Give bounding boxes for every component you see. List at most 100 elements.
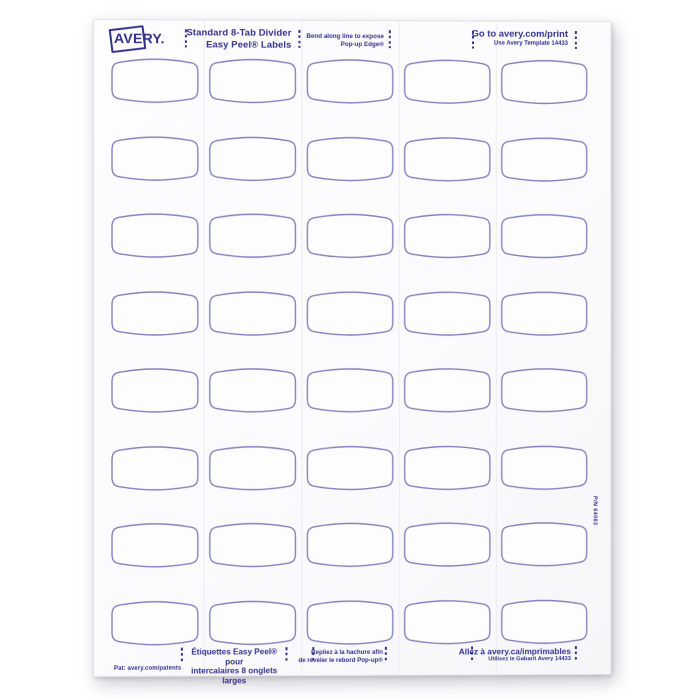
label-outline-icon <box>306 367 393 414</box>
label-outline-icon <box>209 291 297 336</box>
header-web-line2: Use Avery Template 14433 <box>494 40 568 47</box>
perforation-dash-icon <box>298 29 301 48</box>
label-outline-icon <box>404 444 491 491</box>
label-sheet: AVERY. Standard 8-Tab Divider Easy Peel®… <box>93 19 612 685</box>
label-cutout <box>111 599 199 646</box>
label-cutout <box>404 135 491 182</box>
label-outline-icon <box>501 444 588 491</box>
label-outline-icon <box>404 367 491 414</box>
footer-web-info-fr: Allez à avery.ca/imprimables Utilisez le… <box>459 646 571 663</box>
label-cutout <box>501 213 588 260</box>
label-outline-icon <box>209 136 297 181</box>
label-cutout <box>404 58 491 105</box>
footer-web-fr-line2: Utilisez le Gabarit Avery 14433 <box>488 656 571 663</box>
label-outline-icon <box>209 599 297 646</box>
perforation-dash-icon <box>574 646 577 661</box>
footer-bend-fr-line1: Repliez à la hachure afin <box>311 648 383 657</box>
label-outline-icon <box>111 446 199 491</box>
label-outline-icon <box>306 58 393 105</box>
label-outline-icon <box>111 368 199 413</box>
label-cutout <box>306 599 393 646</box>
label-cutout <box>111 367 199 414</box>
label-outline-icon <box>404 598 491 645</box>
label-outline-icon <box>501 290 588 337</box>
label-outline-icon <box>306 290 393 337</box>
label-cutout <box>501 598 588 645</box>
label-outline-icon <box>111 136 199 181</box>
label-outline-icon <box>306 135 393 182</box>
label-cutout <box>404 213 491 260</box>
label-cutout <box>111 444 199 491</box>
label-cutout <box>111 522 199 569</box>
avery-logo: AVERY. <box>108 25 165 54</box>
header-bend-instruction: Bend along line to expose Pop-up Edge® <box>306 33 384 48</box>
label-cutout <box>111 212 199 259</box>
label-cutout <box>404 367 491 414</box>
label-cutout <box>209 135 297 182</box>
label-outline-icon <box>404 135 491 182</box>
label-cutout <box>501 521 588 568</box>
label-outline-icon <box>501 136 588 183</box>
label-outline-icon <box>404 58 491 105</box>
header-product-line1: Standard 8-Tab Divider <box>186 27 292 39</box>
label-outline-icon <box>111 291 199 336</box>
label-cutout <box>501 136 588 183</box>
label-outline-icon <box>306 212 393 259</box>
label-outline-icon <box>501 367 588 414</box>
label-outline-icon <box>209 444 297 491</box>
header-bend-line2: Pop-up Edge® <box>340 40 384 48</box>
label-outline-icon <box>501 59 588 106</box>
label-cutout <box>404 290 491 337</box>
perforation-dash-icon <box>384 646 387 661</box>
label-cutout <box>404 444 491 491</box>
label-cutout <box>404 598 491 645</box>
label-outline-icon <box>501 521 588 568</box>
label-outline-icon <box>111 58 199 103</box>
label-cutout <box>209 599 297 646</box>
perforation-dash-icon <box>574 31 577 49</box>
label-cutout <box>209 522 297 569</box>
label-outline-icon <box>209 367 297 414</box>
label-grid <box>94 20 610 676</box>
label-cutout <box>209 290 297 337</box>
label-outline-icon <box>111 213 199 258</box>
label-cutout <box>306 367 393 414</box>
footer-bend-instruction-fr: Repliez à la hachure afin de révéler le … <box>298 649 382 664</box>
label-outline-icon <box>306 521 393 568</box>
label-cutout <box>501 444 588 491</box>
avery-logo-text: AVERY. <box>113 30 165 47</box>
label-outline-icon <box>209 214 297 259</box>
header-bend-line1: Bend along line to expose <box>306 32 384 41</box>
label-outline-icon <box>501 598 588 645</box>
header-web-info: Go to avery.com/print Use Avery Template… <box>472 29 568 48</box>
label-outline-icon <box>111 523 199 568</box>
label-cutout <box>404 521 491 568</box>
label-cutout <box>501 367 588 414</box>
patent-notice: Pat: avery.com/patents <box>113 665 182 672</box>
label-outline-icon <box>404 290 491 337</box>
label-outline-icon <box>306 599 393 646</box>
label-cutout <box>306 444 393 491</box>
label-cutout <box>209 444 297 491</box>
label-cutout <box>111 57 199 104</box>
label-cutout <box>306 135 393 182</box>
header-product-title: Standard 8-Tab Divider Easy Peel® Labels <box>186 27 291 50</box>
label-cutout <box>209 367 297 414</box>
label-cutout <box>501 59 588 106</box>
label-cutout <box>111 135 199 182</box>
perforation-dash-icon <box>388 30 391 49</box>
footer-bend-fr-line2: de révéler le rebord Pop-up® <box>298 656 383 664</box>
label-outline-icon <box>306 444 393 491</box>
label-outline-icon <box>209 59 297 104</box>
label-cutout <box>111 290 199 337</box>
label-outline-icon <box>404 521 491 568</box>
label-outline-icon <box>209 522 297 569</box>
part-number: P/N 64083 <box>591 496 598 526</box>
label-outline-icon <box>404 213 491 260</box>
label-cutout <box>306 212 393 259</box>
label-cutout <box>209 212 297 259</box>
label-cutout <box>306 290 393 337</box>
label-outline-icon <box>111 601 199 646</box>
header-web-line1: Go to avery.com/print <box>471 28 568 40</box>
